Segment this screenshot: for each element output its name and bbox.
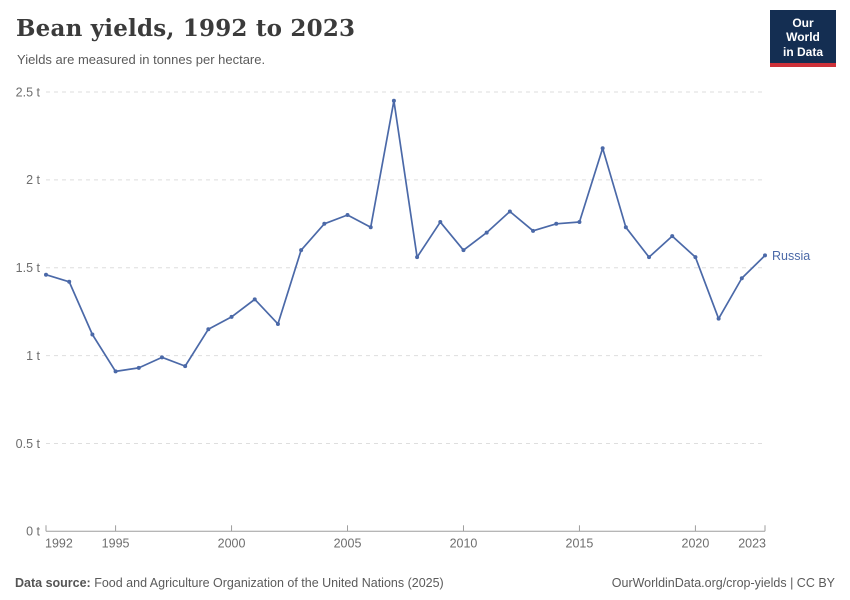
- x-axis-tick-label: 2023: [738, 536, 766, 550]
- chart-canvas: 0 t 0.5 t 1 t 1.5 t 2 t 2.5 t 1992 1995 2000 2005…: [16, 85, 811, 550]
- y-axis-tick-label: 0.5 t: [16, 437, 41, 451]
- x-axis-tick-label: 1995: [102, 536, 130, 550]
- y-axis-tick-label: 0 t: [26, 525, 40, 539]
- chart-footer: Data source: Food and Agriculture Organi…: [15, 576, 835, 590]
- data-point[interactable]: [275, 321, 280, 326]
- x-axis-tick-label: 2010: [450, 536, 478, 550]
- x-axis-tick-label: 2020: [682, 536, 710, 550]
- data-point[interactable]: [368, 225, 373, 230]
- data-point[interactable]: [299, 248, 304, 253]
- footer-link[interactable]: OurWorldinData.org/crop-yields | CC BY: [611, 576, 835, 590]
- data-point[interactable]: [90, 332, 95, 337]
- data-point[interactable]: [67, 279, 72, 284]
- page-title: Bean yields, 1992 to 2023: [16, 15, 356, 42]
- data-point[interactable]: [716, 316, 721, 321]
- data-point[interactable]: [322, 221, 327, 226]
- chart-subtitle: Yields are measured in tonnes per hectar…: [17, 52, 266, 67]
- data-point[interactable]: [136, 365, 141, 370]
- x-axis-tick-label: 2000: [218, 536, 246, 550]
- data-point[interactable]: [484, 230, 489, 235]
- x-axis-tick-label: 2015: [566, 536, 594, 550]
- data-source-text: Food and Agriculture Organization of the…: [90, 576, 444, 590]
- y-axis-tick-label: 1.5 t: [16, 261, 41, 275]
- y-axis-tick-label: 2 t: [26, 173, 40, 187]
- data-point[interactable]: [577, 220, 582, 225]
- data-point[interactable]: [739, 276, 744, 281]
- data-point[interactable]: [763, 253, 767, 258]
- data-point[interactable]: [159, 355, 164, 360]
- data-point[interactable]: [229, 314, 234, 319]
- data-point[interactable]: [600, 146, 605, 151]
- data-point[interactable]: [415, 255, 420, 260]
- data-point[interactable]: [670, 234, 675, 239]
- data-point[interactable]: [623, 225, 628, 230]
- data-line: [45, 99, 766, 373]
- data-point[interactable]: [44, 272, 48, 277]
- owid-logo-line1: Our World: [786, 16, 820, 45]
- data-point[interactable]: [693, 255, 698, 260]
- data-point[interactable]: [647, 255, 652, 260]
- data-point[interactable]: [507, 209, 512, 214]
- data-point[interactable]: [345, 213, 350, 218]
- data-source-label: Data source:: [15, 576, 91, 590]
- data-point[interactable]: [438, 220, 443, 225]
- x-axis-tick-label: 1992: [45, 536, 73, 550]
- y-axis-tick-label: 2.5 t: [16, 85, 41, 99]
- x-axis-tick-label: 2005: [334, 536, 362, 550]
- data-point[interactable]: [531, 228, 536, 233]
- data-point[interactable]: [252, 297, 257, 302]
- data-point[interactable]: [554, 221, 559, 226]
- entity-label[interactable]: Russia: [772, 249, 810, 263]
- data-point[interactable]: [206, 327, 211, 332]
- data-point[interactable]: [461, 248, 466, 253]
- owid-logo-line2: in Data: [782, 44, 823, 59]
- data-point[interactable]: [391, 98, 396, 103]
- y-axis-tick-label: 1 t: [26, 349, 40, 363]
- owid-logo[interactable]: Our World in Data: [770, 10, 836, 68]
- line-chart: 0 t 0.5 t 1 t 1.5 t 2 t 2.5 t 1992 1995 2000 2005…: [0, 84, 850, 559]
- data-point[interactable]: [113, 369, 118, 374]
- data-source-note: Data source: Food and Agriculture Organi…: [15, 576, 444, 590]
- data-point[interactable]: [183, 364, 188, 369]
